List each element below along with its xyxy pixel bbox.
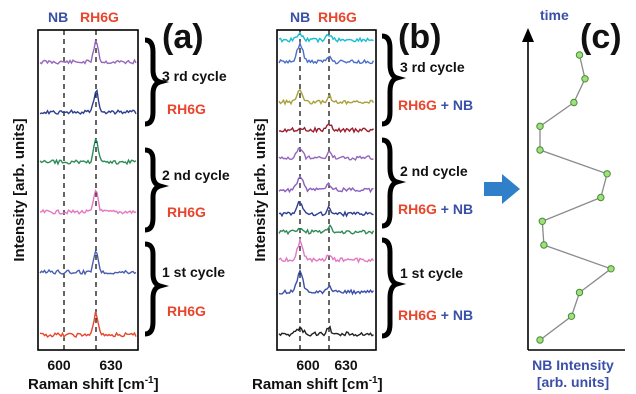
panel-b-spectrum-2 [278, 41, 375, 65]
panel-a-frame [37, 29, 139, 351]
panel-b-cycle-2-name: 2 nd cycle [400, 163, 468, 179]
panel-c-point-11 [575, 288, 584, 297]
panel-b-cycle-1-sample: RH6G + NB [398, 307, 473, 323]
panel-a-cycle-3-name: 3 rd cycle [162, 68, 227, 84]
panel-c-xlabel-line2: [arb. units] [537, 374, 609, 390]
panel-b-cycle-1-name: 1 st cycle [400, 265, 463, 281]
panel-b-brace-3rd [381, 33, 407, 127]
panel-a-cycle-1-sample: RH6G [167, 303, 206, 319]
panel-a-letter: (a) [162, 18, 204, 56]
panel-a-cycle-1-name: 1 st cycle [162, 264, 225, 280]
panel-c-plot [536, 51, 615, 344]
panel-c-point-1 [575, 51, 584, 59]
panel-c-point-5 [536, 146, 544, 154]
panel-a-spectrum-3 [39, 137, 137, 166]
panel-c-xlabel-line1: NB Intensity [532, 357, 614, 373]
panel-b-tick-600: 600 [296, 357, 320, 373]
panel-c-point-6 [603, 170, 611, 178]
panel-a-spectrum-4 [39, 189, 137, 215]
panel-b-spectrum-6 [278, 176, 374, 194]
panel-b-letter: (b) [398, 18, 441, 56]
panel-b-rh6g-label: RH6G [318, 9, 357, 25]
panel-b: NB RH6G (b) 600 630 Raman shift [cm-1] I… [252, 9, 473, 393]
panel-c-point-10 [607, 265, 615, 273]
panel-a-nb-label: NB [48, 9, 68, 25]
panel-b-spectrum-9 [278, 237, 375, 264]
panel-a-spectrum-1 [39, 39, 137, 65]
panel-b-frame [276, 29, 377, 351]
panel-a-tick-630: 630 [99, 357, 123, 373]
panel-a-xlabel: Raman shift [cm-1] [28, 375, 159, 393]
panel-b-spectrum-10 [278, 268, 375, 296]
panel-a-spectrum-2 [39, 89, 137, 116]
panel-c-letter: (c) [580, 18, 622, 56]
panel-b-nb-label: NB [290, 9, 310, 25]
panel-b-spectrum-3 [278, 88, 375, 106]
panel-b-cycle-3-name: 3 rd cycle [400, 59, 465, 75]
panel-a-spectrum-5 [39, 250, 137, 276]
panel-c-point-3 [570, 98, 578, 107]
panel-a-cycle-2-sample: RH6G [167, 204, 206, 220]
panel-b-spectrum-8 [278, 223, 375, 236]
panel-a-ylabel: Intensity [arb. units] [11, 118, 28, 261]
panel-b-spectrum-7 [278, 200, 374, 218]
panel-a-cycle-2-name: 2 nd cycle [162, 167, 230, 183]
panel-c-point-7 [597, 193, 605, 202]
right-arrow-icon [484, 174, 520, 204]
panel-a-cycle-3-sample: RH6G [167, 101, 206, 117]
panel-c-ylabel: time [540, 7, 569, 23]
panel-b-spectrum-4 [278, 123, 374, 134]
panel-b-cycle-3-sample: RH6G + NB [398, 97, 473, 113]
panel-c-point-8 [538, 217, 546, 226]
panel-b-spectrum-1 [278, 31, 374, 44]
panel-c-point-9 [540, 241, 548, 249]
panel-b-brace-2nd [381, 137, 407, 229]
panel-c-point-4 [536, 122, 544, 131]
panel-b-cycle-2-sample: RH6G + NB [398, 201, 473, 217]
panel-a-brace-2nd [144, 147, 170, 233]
panel-b-brace-1st [381, 237, 407, 339]
panel-a-tick-600: 600 [47, 357, 71, 373]
panel-b-ylabel: Intensity [arb. units] [252, 118, 269, 261]
panel-b-tick-630: 630 [334, 357, 358, 373]
panel-c-axis-arrowhead-icon [522, 28, 534, 42]
panel-a-spectra [39, 39, 137, 339]
panel-a-brace-1st [144, 241, 170, 337]
panel-c-point-2 [581, 75, 589, 83]
panel-b-spectrum-5 [278, 147, 374, 161]
panel-c-point-12 [567, 312, 576, 320]
panel-a-rh6g-label: RH6G [80, 9, 119, 25]
panel-a: NB RH6G (a) 600 630 Raman shift [cm-1] I… [11, 9, 230, 393]
panel-b-spectrum-11 [278, 325, 374, 338]
panel-c: time (c) NB Intensity [arb. units] [522, 7, 625, 390]
panel-b-spectra [278, 31, 375, 338]
panel-b-xlabel: Raman shift [cm-1] [252, 375, 383, 393]
panel-c-point-13 [536, 336, 544, 344]
panel-a-brace-3rd [144, 37, 170, 127]
panel-a-spectrum-6 [39, 311, 137, 339]
